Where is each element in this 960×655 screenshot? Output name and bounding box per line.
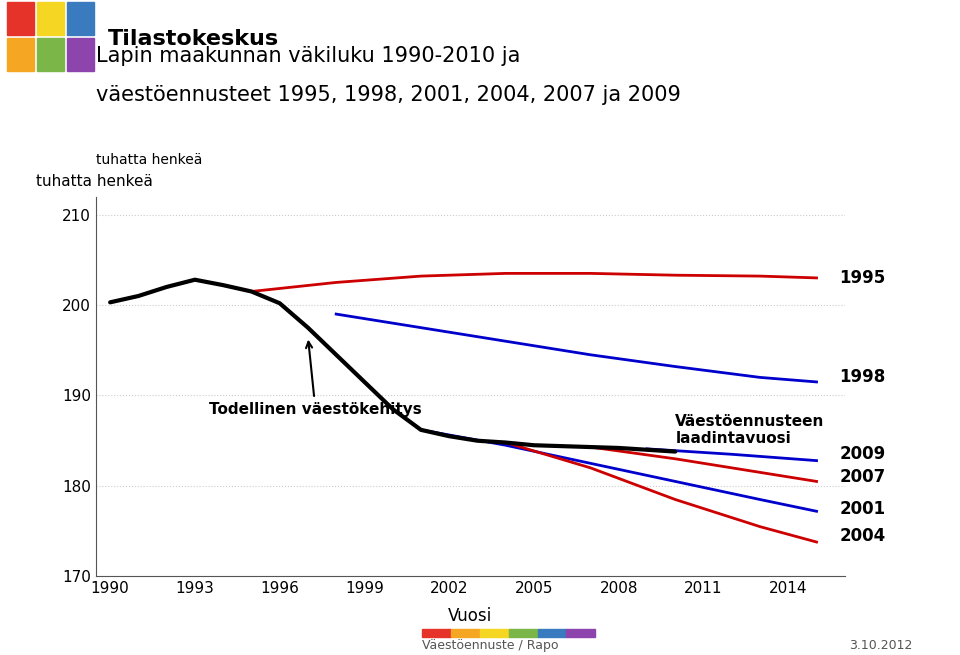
Text: Tilastokeskus: Tilastokeskus [108,29,278,49]
Text: Väestöennuste / Rapo: Väestöennuste / Rapo [422,639,559,652]
Text: väestöennusteet 1995, 1998, 2001, 2004, 2007 ja 2009: väestöennusteet 1995, 1998, 2001, 2004, … [96,85,681,105]
Text: 1995: 1995 [839,269,885,287]
Text: 2007: 2007 [839,468,885,486]
X-axis label: Vuosi: Vuosi [448,607,492,626]
Text: 2004: 2004 [839,527,885,545]
Text: 2009: 2009 [839,445,885,463]
Text: Väestöennusteen
laadintavuosi: Väestöennusteen laadintavuosi [675,413,825,446]
Text: tuhatta henkeä: tuhatta henkeä [36,174,153,189]
Text: tuhatta henkeä: tuhatta henkeä [96,153,203,167]
Bar [67,38,94,71]
Bar [7,3,34,35]
Bar [480,629,509,637]
Text: 2001: 2001 [839,500,885,517]
Bar [67,3,94,35]
Bar [422,629,451,637]
Bar [566,629,595,637]
Text: Todellinen väestökehitys: Todellinen väestökehitys [209,342,421,417]
Bar [509,629,538,637]
Bar [538,629,566,637]
Bar [36,3,63,35]
Text: Lapin maakunnan väkiluku 1990-2010 ja: Lapin maakunnan väkiluku 1990-2010 ja [96,46,520,66]
Bar [451,629,480,637]
Text: 1998: 1998 [839,368,885,386]
Bar [7,38,34,71]
Text: 3.10.2012: 3.10.2012 [849,639,912,652]
Bar [36,38,63,71]
